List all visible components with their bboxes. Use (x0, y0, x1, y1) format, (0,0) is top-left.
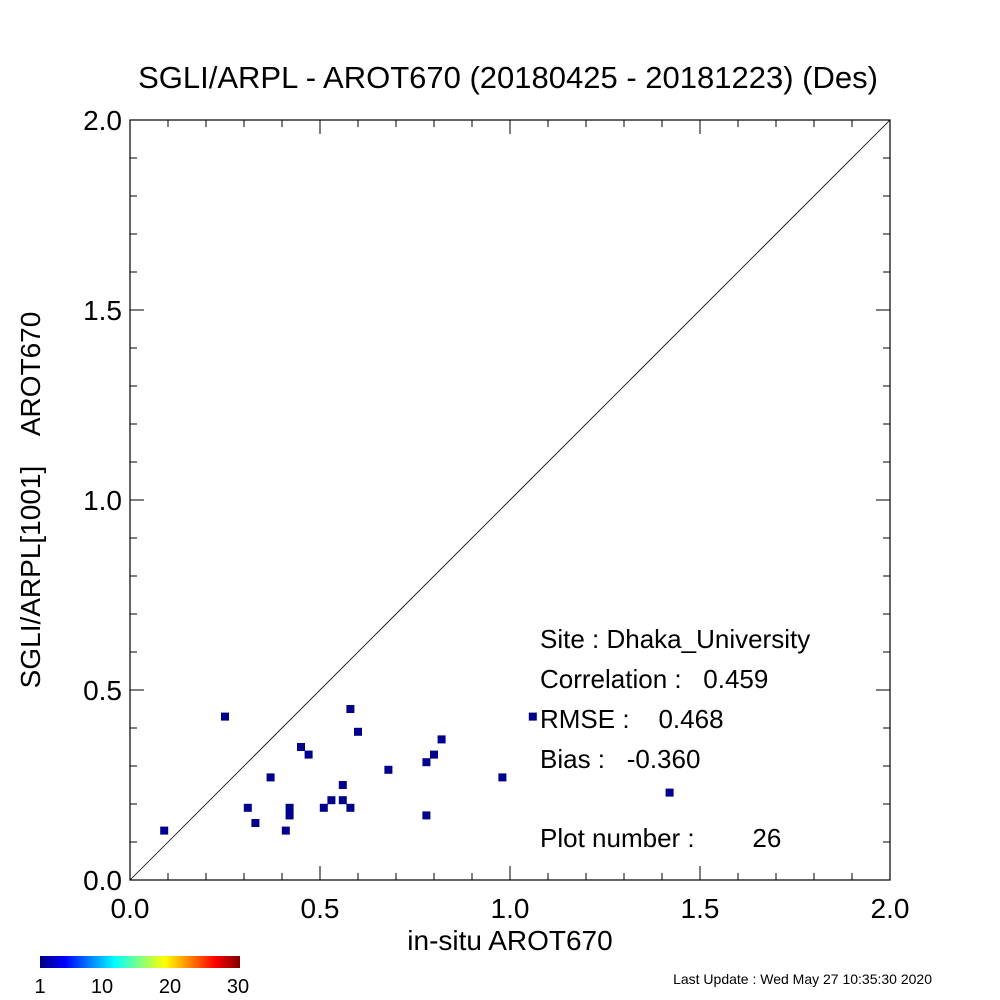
data-point (285, 803, 294, 812)
data-point (346, 705, 355, 713)
last-update: Last Update : Wed May 27 10:35:30 2020 (673, 971, 932, 987)
data-points (160, 705, 674, 835)
data-point (319, 803, 328, 812)
data-point (498, 773, 507, 782)
one-to-one-line (129, 119, 891, 881)
stat-site: Site : Dhaka_University (540, 624, 810, 654)
data-point (346, 803, 355, 812)
minor-ticks (130, 120, 890, 880)
stat-bias: Bias : -0.360 (540, 744, 700, 774)
data-point (665, 788, 674, 797)
data-point (422, 811, 431, 820)
y-axis-label: SGLI/ARPL[1001] AROT670 (15, 312, 46, 689)
y-tick-label: 0.0 (83, 865, 122, 896)
data-point (160, 826, 169, 835)
major-ticks (129, 119, 891, 881)
x-axis-label: in-situ AROT670 (407, 925, 612, 956)
x-tick-label: 2.0 (871, 893, 910, 924)
stat-rmse: RMSE : 0.468 (540, 704, 724, 734)
data-point (528, 712, 537, 721)
stat-plot-number: Plot number : 26 (540, 823, 781, 853)
data-point (384, 765, 393, 774)
x-tick-label: 1.0 (491, 893, 530, 924)
data-point (422, 758, 431, 767)
data-point (243, 803, 252, 812)
x-tick-labels: 0.0 0.5 1.0 1.5 2.0 (111, 893, 910, 924)
data-point (221, 712, 229, 721)
y-tick-label: 2.0 (83, 105, 122, 136)
y-tick-label: 1.5 (83, 295, 122, 326)
colorbar-tick-label: 10 (91, 976, 113, 998)
colorbar-tick-label: 30 (227, 976, 249, 998)
data-point (297, 743, 305, 751)
data-point (338, 796, 347, 805)
data-point (338, 781, 347, 789)
data-point (327, 796, 336, 805)
data-point (266, 773, 275, 782)
colorbar-ticks: 1 10 20 30 (34, 976, 249, 998)
data-point (430, 750, 438, 759)
data-point (285, 811, 294, 820)
stat-correlation: Correlation : 0.459 (540, 664, 768, 694)
data-point (281, 826, 290, 835)
y-tick-label: 1.0 (83, 485, 122, 516)
chart-title: SGLI/ARPL - AROT670 (20180425 - 20181223… (138, 60, 878, 95)
colorbar-tick-label: 20 (159, 976, 181, 998)
data-point (354, 727, 362, 736)
y-tick-label: 0.5 (83, 675, 122, 706)
stats-box: Site : Dhaka_University Correlation : 0.… (540, 624, 810, 853)
data-point (251, 819, 260, 827)
data-point (437, 735, 446, 744)
y-tick-labels: 0.0 0.5 1.0 1.5 2.0 (83, 105, 122, 896)
colorbar-tick-label: 1 (34, 976, 45, 998)
data-point (304, 750, 313, 759)
x-tick-label: 0.0 (111, 893, 150, 924)
x-tick-label: 0.5 (301, 893, 340, 924)
colorbar (40, 956, 240, 968)
x-tick-label: 1.5 (681, 893, 720, 924)
